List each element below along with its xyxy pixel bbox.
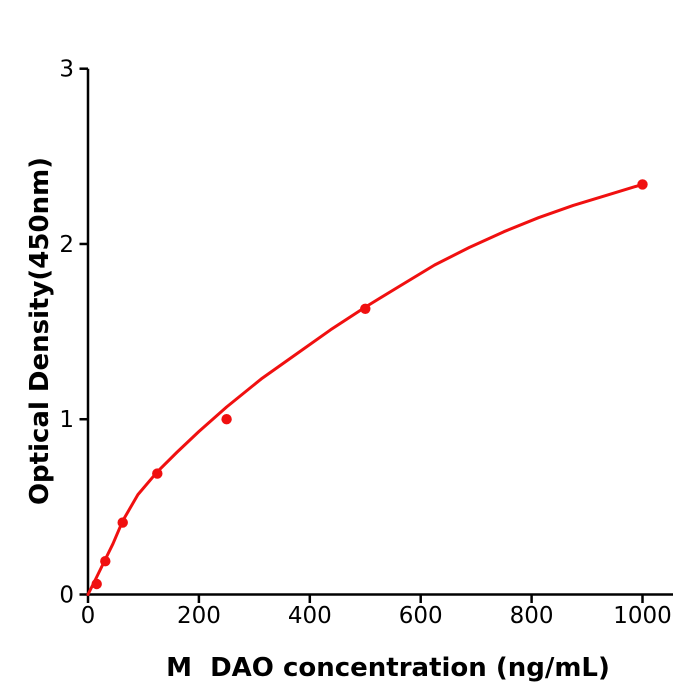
- y-tick-label: 2: [59, 232, 74, 258]
- axis-spines: [86, 68, 673, 596]
- x-tick-label: 0: [81, 603, 96, 629]
- y-axis-title: Optical Density(450nm): [25, 156, 55, 506]
- x-tick-label: 600: [399, 603, 443, 629]
- data-point: [221, 414, 232, 425]
- y-tick-label: 3: [59, 57, 74, 83]
- x-tick-label: 200: [177, 603, 221, 629]
- x-axis-title: M DAO concentration (ng/mL): [166, 653, 610, 683]
- y-tick-label: 0: [59, 583, 74, 609]
- fit-curve: [86, 182, 644, 596]
- x-tick-label: 400: [288, 603, 332, 629]
- x-tick-label: 1000: [613, 603, 672, 629]
- x-tick-label: 800: [510, 603, 554, 629]
- y-tick-label: 1: [59, 407, 74, 433]
